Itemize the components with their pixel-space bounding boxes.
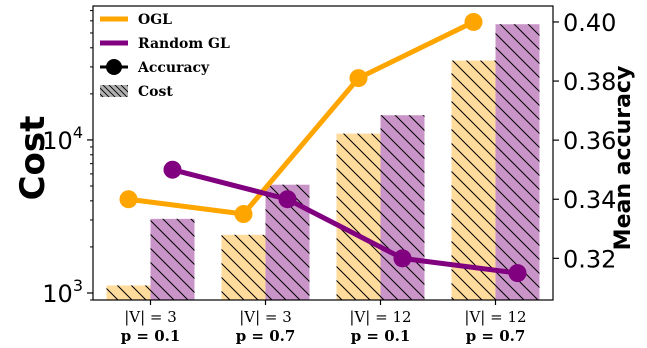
bar-hatch-ogl-2 <box>336 133 381 300</box>
point-random-gl-2 <box>393 249 412 268</box>
bar-hatch-random-gl-3 <box>495 24 540 300</box>
x-tick-label-line2: p = 0.7 <box>466 327 526 345</box>
legend-swatch-hatch <box>100 85 128 97</box>
bar-hatch-ogl-3 <box>451 60 496 301</box>
x-tick-label-line1: |V| = 12 <box>464 308 526 326</box>
legend-label: Random GL <box>138 36 230 52</box>
left-axis: 103 104 <box>42 10 93 308</box>
line-random-gl <box>171 167 518 276</box>
legend-entry-cost: Cost <box>100 84 173 100</box>
left-tick-label: 104 <box>42 123 83 155</box>
point-random-gl-0 <box>163 160 182 179</box>
y-axis-label-right: Mean accuracy <box>611 66 636 251</box>
point-ogl-2 <box>349 69 368 88</box>
x-tick-label-line1: |V| = 3 <box>124 308 177 326</box>
x-tick-label-line2: p = 0.1 <box>121 327 181 345</box>
lines-layer <box>119 12 527 283</box>
right-tick-label: 0.36 <box>563 127 616 155</box>
bar-hatch-random-gl-0 <box>150 218 195 300</box>
right-tick-label: 0.34 <box>563 186 616 214</box>
legend-entry-accuracy: Accuracy <box>100 59 210 76</box>
plot-frame <box>92 5 554 301</box>
point-ogl-3 <box>464 12 483 31</box>
y-axis-label-left: Cost <box>13 116 53 201</box>
legend-swatch-marker <box>106 59 122 75</box>
bar-hatch-ogl-1 <box>221 234 266 300</box>
x-tick-label-line2: p = 0.7 <box>236 327 296 345</box>
point-random-gl-3 <box>508 264 527 283</box>
legend-entry-random-gl: Random GL <box>100 36 230 52</box>
x-tick-label-line1: |V| = 12 <box>349 308 411 326</box>
right-tick-label: 0.32 <box>563 245 616 273</box>
legend-entry-ogl: OGL <box>100 12 172 28</box>
legend-label: Cost <box>138 84 173 100</box>
right-tick-label: 0.38 <box>563 68 616 96</box>
legend-label: OGL <box>138 12 172 28</box>
bar-hatch-random-gl-2 <box>380 115 425 300</box>
x-tick-label-line1: |V| = 3 <box>239 308 292 326</box>
bar-hatch-ogl-0 <box>106 285 151 300</box>
right-tick-label: 0.40 <box>563 9 616 37</box>
x-tick-label-line2: p = 0.1 <box>351 327 411 345</box>
point-ogl-1 <box>234 205 253 224</box>
left-tick-label: 103 <box>42 276 83 308</box>
plot-border <box>92 5 554 301</box>
x-axis: |V| = 3p = 0.1|V| = 3p = 0.7|V| = 12p = … <box>121 300 527 345</box>
legend-label: Accuracy <box>137 60 210 76</box>
point-random-gl-1 <box>278 190 297 209</box>
bars-layer <box>106 24 540 301</box>
line-ogl <box>128 19 475 217</box>
legend: OGL Random GL Accuracy Cost <box>100 12 230 100</box>
right-axis: 0.32 0.34 0.36 0.38 0.40 <box>553 9 616 273</box>
point-ogl-0 <box>119 190 138 209</box>
